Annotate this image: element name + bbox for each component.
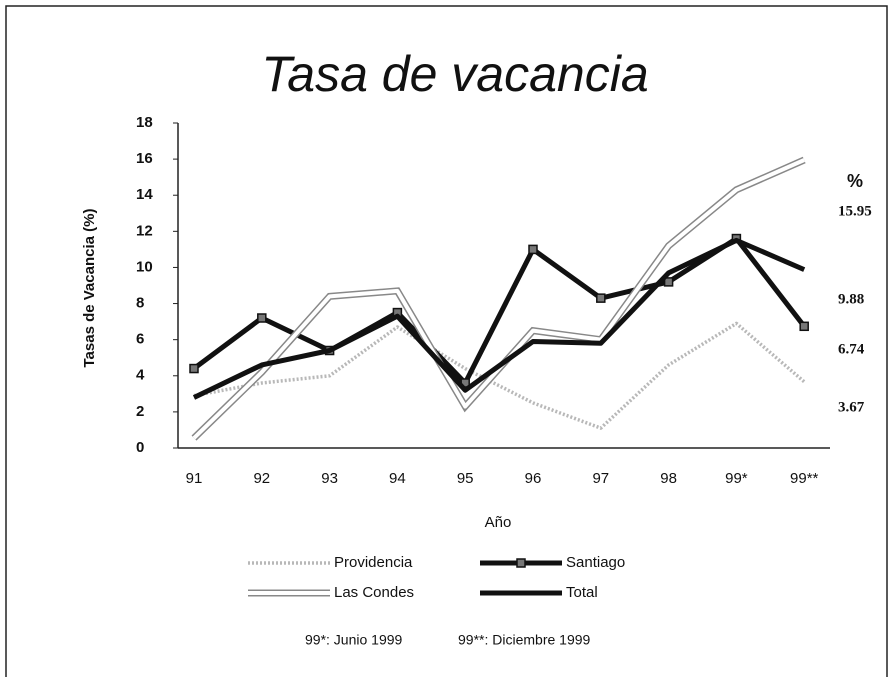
x-axis-label: Año <box>485 514 512 531</box>
x-tick-label: 99* <box>725 470 748 487</box>
note: 99**: Diciembre 1999 <box>458 632 591 648</box>
frame <box>5 5 888 677</box>
note: 99*: Junio 1999 <box>305 632 403 648</box>
x-tick-label: 98 <box>660 470 677 487</box>
legend-label: Santiago <box>566 554 625 571</box>
marker <box>189 363 199 374</box>
line <box>192 237 806 400</box>
y-tick-label: 4 <box>136 367 145 384</box>
value-label: 3.67 <box>838 399 865 415</box>
marker <box>596 293 606 303</box>
y-tick-label: 8 <box>136 295 144 312</box>
x-tick-label: 99** <box>790 470 819 487</box>
legend-marker <box>516 558 526 568</box>
y-tick-label: 0 <box>136 439 144 456</box>
marker <box>799 321 809 332</box>
x-tick-label: 91 <box>186 470 203 487</box>
legend-label: Total <box>566 584 598 601</box>
y-axis-label: Tasas de Vacancia (%) <box>81 209 98 368</box>
unit-label: % <box>847 171 863 191</box>
chart-title: Tasa de vacancia <box>261 46 648 102</box>
x-tick-label: 94 <box>389 470 406 487</box>
marker <box>528 244 538 255</box>
line <box>193 321 806 430</box>
y-tick-label: 10 <box>136 258 153 275</box>
marker <box>257 313 267 323</box>
y-tick-label: 2 <box>136 403 144 420</box>
value-label: 15.95 <box>838 203 872 219</box>
line <box>192 158 806 440</box>
x-tick-label: 97 <box>592 470 609 487</box>
y-tick-label: 16 <box>136 150 153 167</box>
y-tick-label: 6 <box>136 331 144 348</box>
y-tick-label: 14 <box>136 186 153 203</box>
x-tick-label: 96 <box>525 470 542 487</box>
legend-label: Providencia <box>334 554 413 571</box>
value-label: 9.88 <box>838 291 864 307</box>
y-tick-label: 12 <box>136 222 153 239</box>
value-label: 6.74 <box>838 341 865 357</box>
legend-label: Las Condes <box>334 584 414 601</box>
x-tick-label: 92 <box>253 470 270 487</box>
x-tick-label: 95 <box>457 470 474 487</box>
y-tick-label: 18 <box>136 114 153 131</box>
line-outline <box>191 156 806 441</box>
marker <box>663 277 674 287</box>
x-tick-label: 93 <box>321 470 338 487</box>
